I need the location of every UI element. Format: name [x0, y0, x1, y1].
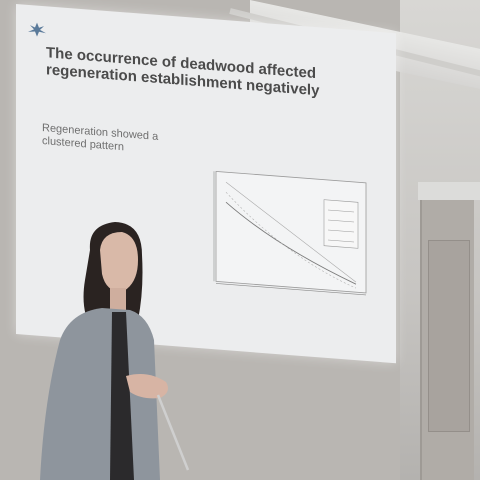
- chart-curve-secondary: [225, 191, 357, 289]
- slide-logo: [26, 21, 48, 49]
- slide-chart-graphic: [213, 170, 367, 296]
- door: [420, 200, 474, 480]
- chart-curve: [225, 201, 357, 285]
- speaker-hand: [126, 374, 168, 399]
- slide-title: The occurrence of deadwood affected rege…: [46, 44, 320, 100]
- speaker-neck: [110, 288, 126, 310]
- projected-slide: The occurrence of deadwood affected rege…: [16, 4, 396, 364]
- chart-x-axis: [216, 283, 366, 296]
- laser-pointer: [156, 394, 190, 471]
- speaker-person: [40, 222, 190, 480]
- speaker-face: [100, 232, 138, 292]
- door-panel: [428, 240, 470, 432]
- chart-legend-line-1: [328, 209, 354, 213]
- slide-subtitle: Regeneration showed a clustered pattern: [42, 122, 159, 154]
- speaker-top: [110, 312, 134, 480]
- wall-shelf: [418, 182, 480, 200]
- chart-legend-line-3: [328, 229, 354, 233]
- university-logo-icon: [28, 22, 46, 37]
- chart-legend-line-2: [328, 219, 354, 223]
- chart-legend-line-4: [328, 239, 354, 243]
- chart-envelope-line: [225, 181, 357, 283]
